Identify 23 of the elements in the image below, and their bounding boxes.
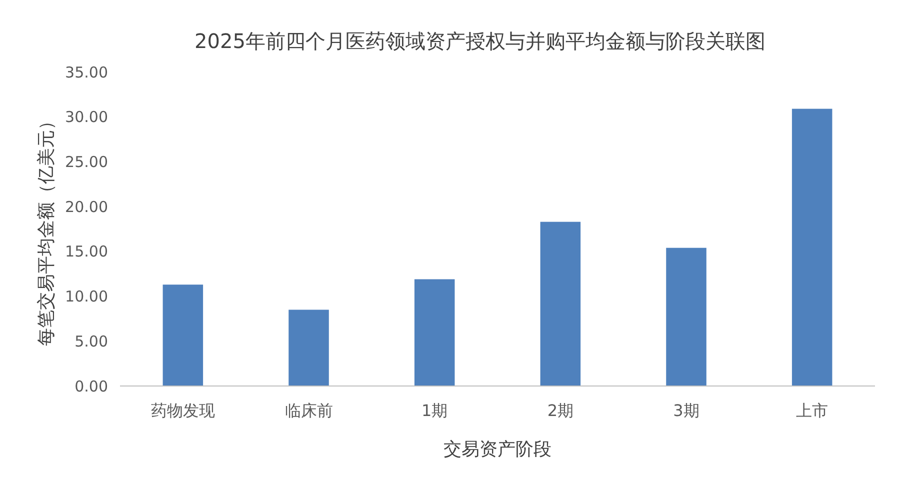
y-tick-label: 10.00: [65, 288, 108, 306]
y-tick-label: 5.00: [74, 332, 108, 350]
x-tick-label: 3期: [673, 401, 700, 420]
x-tick-label: 药物发现: [150, 401, 215, 420]
bar: [162, 284, 204, 386]
x-tick-label: 临床前: [284, 401, 333, 420]
y-tick-label: 35.00: [65, 63, 108, 82]
x-tick-label: 2期: [547, 401, 574, 420]
y-tick-label: 25.00: [65, 152, 108, 171]
bar: [666, 248, 706, 386]
bar: [540, 222, 581, 386]
x-tick-label: 1期: [421, 401, 448, 420]
chart-title: 2025年前四个月医药领域资产授权与并购平均金额与阶段关联图: [194, 29, 766, 53]
bar: [414, 279, 455, 386]
y-tick-label: 0.00: [74, 377, 108, 396]
bar: [792, 108, 832, 386]
y-axis-title: 每笔交易平均金额（亿美元）: [36, 112, 57, 346]
y-tick-label: 20.00: [65, 198, 108, 216]
y-tick-label: 30.00: [65, 108, 108, 126]
x-tick-label: 上市: [796, 401, 828, 420]
bar: [288, 310, 329, 386]
x-axis-title: 交易资产阶段: [444, 439, 552, 460]
y-tick-label: 15.00: [65, 242, 108, 261]
